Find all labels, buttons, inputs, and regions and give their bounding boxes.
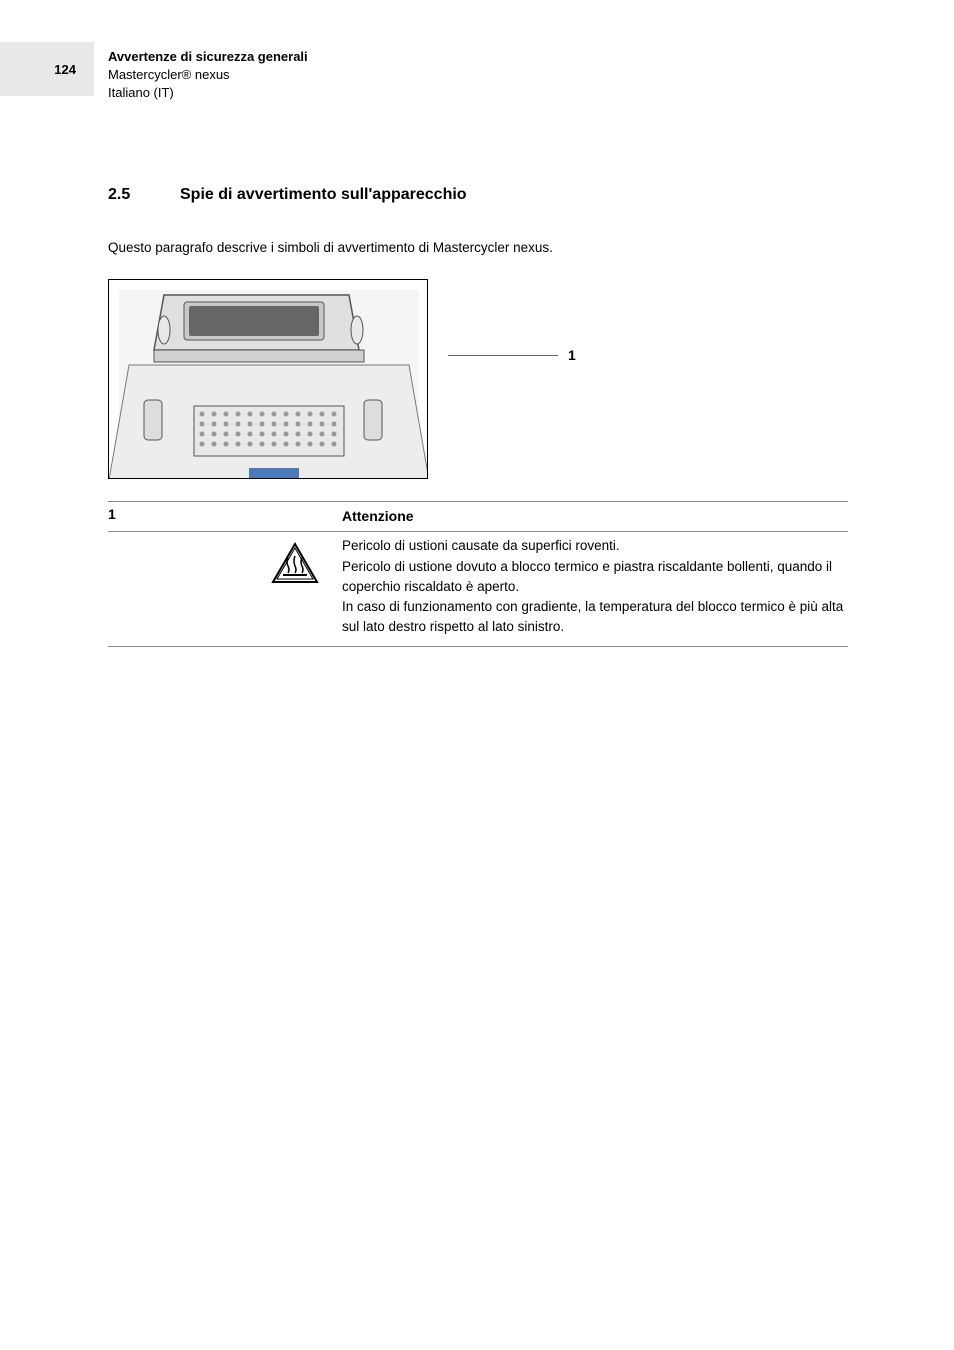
warning-line-1: Pericolo di ustioni causate da superfici… bbox=[342, 536, 848, 556]
page-header: Avvertenze di sicurezza generali Masterc… bbox=[108, 48, 308, 103]
section-title: Spie di avvertimento sull'apparecchio bbox=[180, 186, 467, 204]
device-figure bbox=[108, 279, 428, 479]
hot-surface-warning-icon bbox=[271, 542, 319, 584]
section-heading: 2.5 Spie di avvertimento sull'apparecchi… bbox=[108, 186, 848, 204]
warning-table: 1 Attenzione bbox=[108, 501, 848, 647]
section-number: 2.5 bbox=[108, 186, 180, 204]
device-illustration bbox=[109, 280, 428, 479]
callout-connector: 1 bbox=[448, 347, 576, 363]
table-row-number: 1 bbox=[108, 506, 248, 527]
intro-text: Questo paragrafo descrive i simboli di a… bbox=[108, 240, 848, 255]
page-number-tab: 124 bbox=[0, 42, 94, 96]
figure-row: 1 bbox=[108, 279, 848, 479]
warning-line-2: Pericolo di ustione dovuto a blocco term… bbox=[342, 557, 848, 598]
warning-line-3: In caso di funzionamento con gradiente, … bbox=[342, 597, 848, 638]
callout-line bbox=[448, 355, 558, 356]
header-language: Italiano (IT) bbox=[108, 84, 308, 102]
header-title: Avvertenze di sicurezza generali bbox=[108, 48, 308, 66]
warning-title: Attenzione bbox=[342, 508, 414, 524]
main-content: 2.5 Spie di avvertimento sull'apparecchi… bbox=[108, 186, 848, 647]
table-header-row: 1 Attenzione bbox=[108, 502, 848, 532]
page-number: 124 bbox=[54, 62, 76, 77]
table-body-row: Pericolo di ustioni causate da superfici… bbox=[108, 532, 848, 645]
header-product: Mastercycler® nexus bbox=[108, 66, 308, 84]
warning-description: Pericolo di ustioni causate da superfici… bbox=[342, 536, 848, 637]
callout-number: 1 bbox=[568, 347, 576, 363]
